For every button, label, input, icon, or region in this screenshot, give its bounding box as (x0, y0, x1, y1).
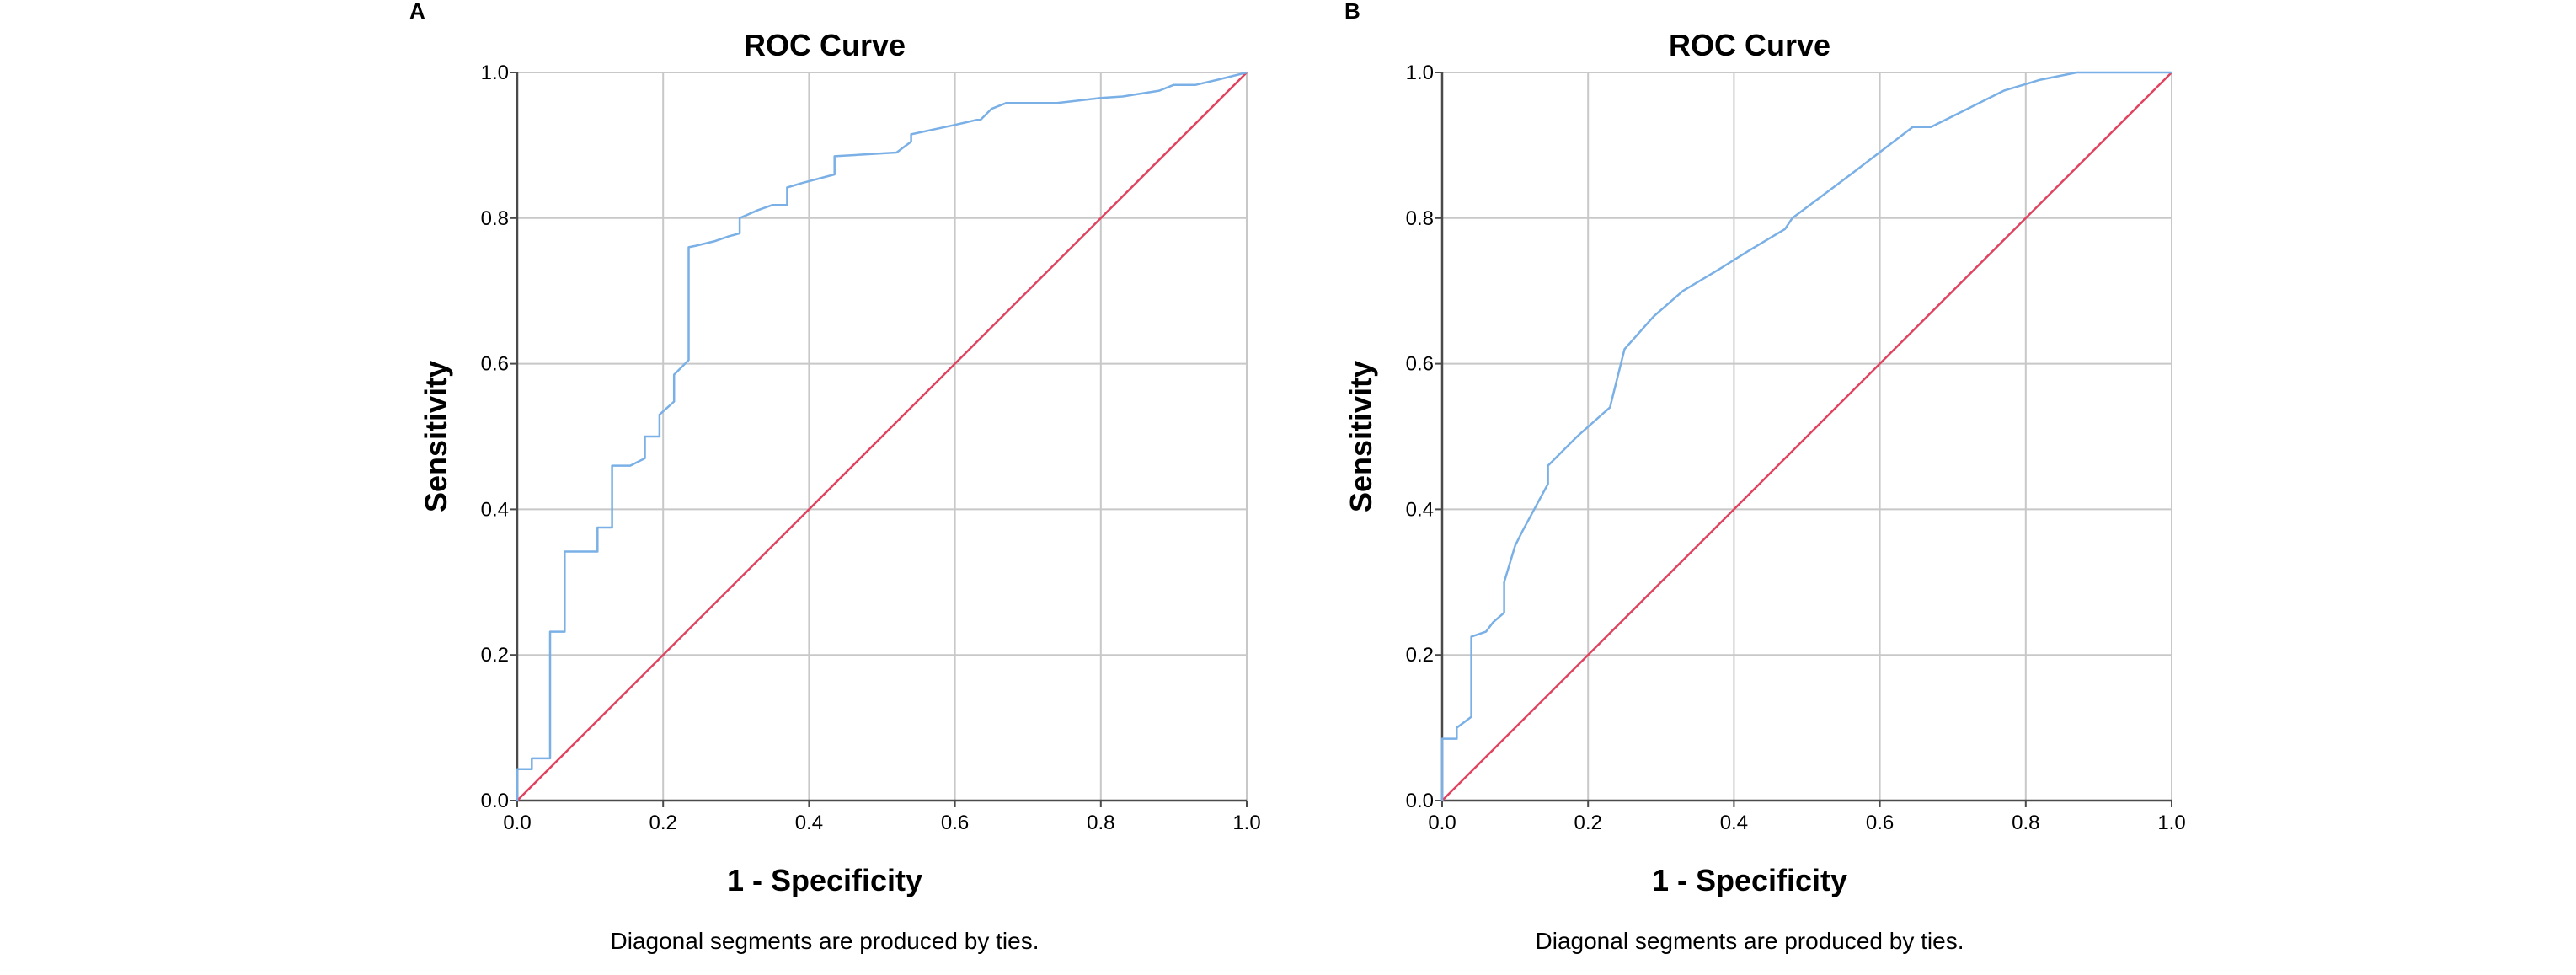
panel-b: B ROC Curve 0.0 0.2 0.4 0.6 0.8 1.0 0.0 … (1344, 0, 2186, 954)
roc-curve-line (1440, 71, 2172, 801)
y-tick-label: 0.0 (481, 790, 509, 812)
roc-curve-line (516, 71, 1248, 801)
y-tick-label: 0.4 (1406, 498, 1434, 521)
tick-marks (510, 72, 1248, 807)
footnote: Diagonal segments are produced by ties. (1536, 928, 1964, 954)
x-tick-label: 0.4 (1720, 812, 1748, 834)
x-axis-title: 1 - Specificity (1652, 863, 1847, 897)
y-tick-label: 0.6 (1406, 353, 1434, 376)
x-tick-label: 0.4 (795, 812, 823, 834)
y-axis-title: Sensitivity (1344, 361, 1378, 512)
y-tick-label: 1.0 (1406, 62, 1434, 84)
tick-marks (1435, 72, 2172, 807)
y-tick-labels: 0.0 0.2 0.4 0.6 0.8 1.0 (1406, 62, 1434, 812)
y-tick-label: 0.2 (481, 644, 509, 667)
chart-title: ROC Curve (1669, 28, 1830, 62)
y-tick-label: 0.0 (1406, 790, 1434, 812)
y-tick-label: 0.2 (1406, 644, 1434, 667)
x-axis-title: 1 - Specificity (727, 863, 922, 897)
y-tick-labels: 0.0 0.2 0.4 0.6 0.8 1.0 (481, 62, 509, 812)
x-tick-label: 0.0 (503, 812, 531, 834)
x-tick-labels: 0.0 0.2 0.4 0.6 0.8 1.0 (503, 812, 1260, 834)
panel-letter: B (1344, 0, 1360, 24)
x-tick-label: 1.0 (1232, 812, 1260, 834)
panel-a: A ROC Curve 0.0 0.2 0.4 0.6 0.8 1.0 0.0 … (409, 0, 1261, 954)
x-tick-label: 0.8 (1087, 812, 1114, 834)
panel-letter: A (409, 0, 425, 24)
footnote: Diagonal segments are produced by ties. (611, 928, 1039, 954)
reference-line (516, 72, 1248, 801)
y-tick-label: 1.0 (481, 62, 509, 84)
x-tick-label: 0.8 (2012, 812, 2039, 834)
gridlines (517, 72, 1247, 801)
x-tick-labels: 0.0 0.2 0.4 0.6 0.8 1.0 (1428, 812, 2185, 834)
x-tick-label: 0.2 (649, 812, 677, 834)
x-tick-label: 0.0 (1428, 812, 1456, 834)
y-axis-title: Sensitivity (419, 361, 453, 512)
chart-title: ROC Curve (744, 28, 906, 62)
x-tick-label: 0.6 (1866, 812, 1894, 834)
x-tick-label: 1.0 (2157, 812, 2185, 834)
reference-line (1441, 72, 2172, 801)
y-tick-label: 0.8 (1406, 207, 1434, 230)
x-tick-label: 0.6 (941, 812, 969, 834)
y-tick-label: 0.8 (481, 207, 509, 230)
gridlines (1442, 72, 2172, 801)
y-tick-label: 0.4 (481, 498, 509, 521)
x-tick-label: 0.2 (1574, 812, 1602, 834)
y-tick-label: 0.6 (481, 353, 509, 376)
